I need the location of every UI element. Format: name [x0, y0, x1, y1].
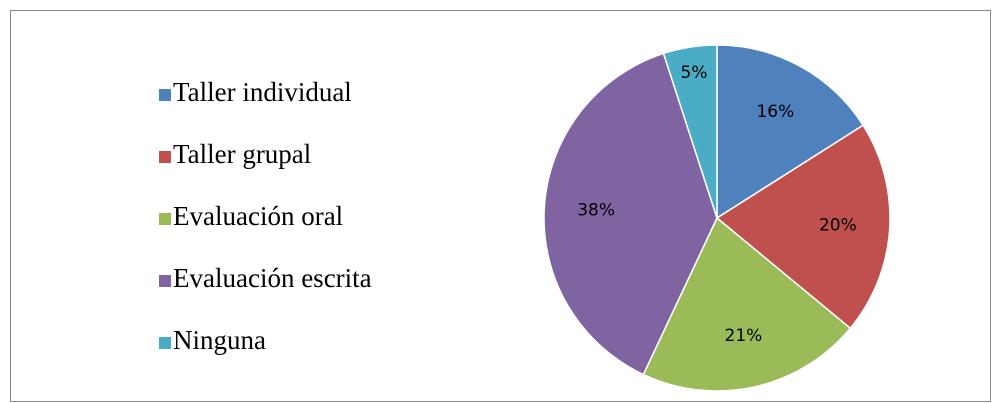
- data-label: 20%: [819, 216, 857, 236]
- legend-label: Taller grupal: [173, 139, 311, 169]
- pie-slice: [716, 44, 865, 220]
- legend-swatch: [159, 213, 171, 225]
- data-label: 5%: [681, 63, 708, 83]
- legend-label: Ninguna: [173, 325, 266, 355]
- pie-slice: [662, 44, 718, 219]
- legend-label: Evaluación escrita: [173, 263, 372, 293]
- data-label: 16%: [756, 102, 794, 122]
- legend-label: Evaluación oral: [173, 201, 343, 231]
- legend-label: Taller individual: [173, 77, 352, 107]
- legend-swatch: [159, 337, 171, 349]
- pie-slice: [715, 124, 891, 330]
- data-label: 21%: [725, 326, 763, 346]
- legend-swatch: [159, 275, 171, 287]
- pie-slice: [543, 52, 718, 376]
- legend-swatch: [159, 89, 171, 101]
- legend-swatch: [159, 151, 171, 163]
- pie-slice: [642, 216, 852, 392]
- data-label: 38%: [577, 200, 615, 220]
